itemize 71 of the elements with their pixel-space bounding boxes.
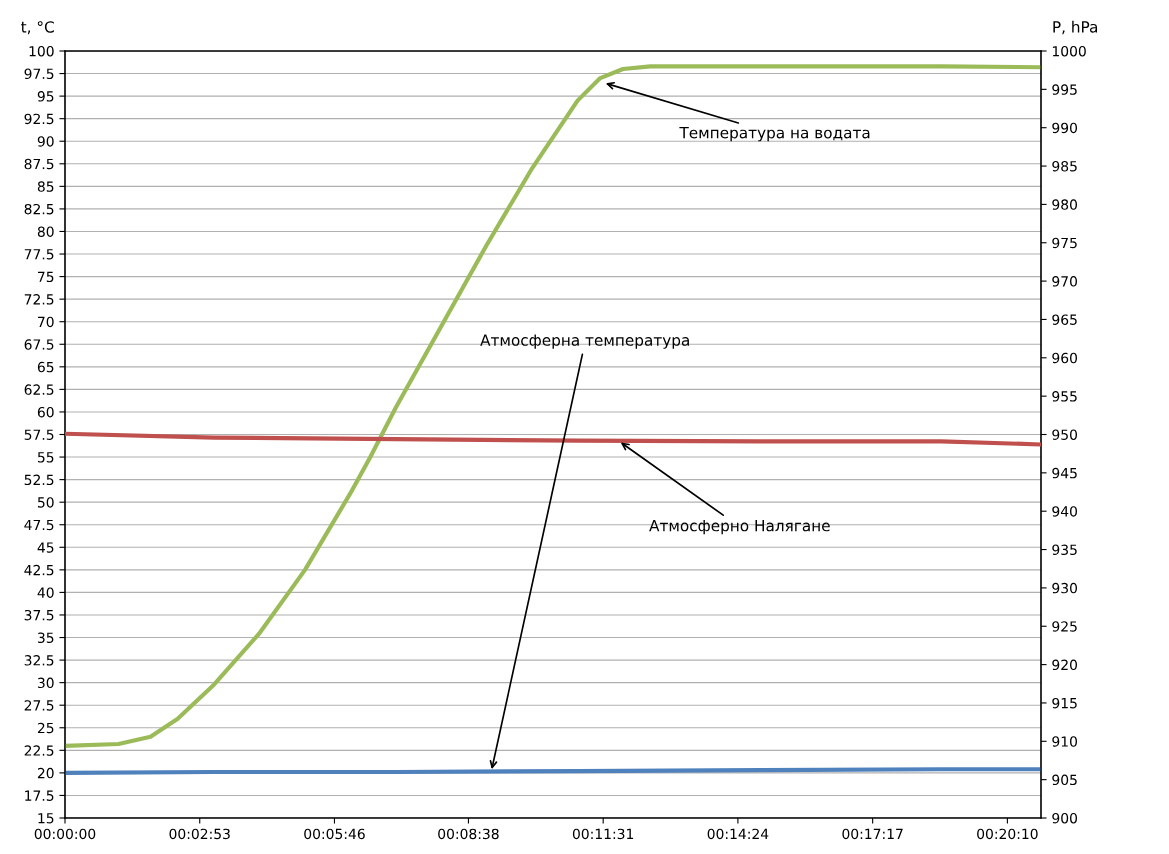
x-tick-label: 00:02:53 xyxy=(169,828,230,840)
y-tick-label: 92.5 xyxy=(24,113,54,125)
y-tick-label: 72.5 xyxy=(24,294,54,305)
x-tick-label: 00:00:00 xyxy=(34,828,96,840)
y2-tick-label: 990 xyxy=(1052,122,1077,134)
y2-tick-label: 945 xyxy=(1052,467,1077,479)
y2-tick-label: 930 xyxy=(1052,582,1077,594)
y2-tick-label: 975 xyxy=(1052,237,1077,249)
annotation: Температура на водата xyxy=(679,127,870,142)
y-tick-label: 35 xyxy=(37,632,54,643)
y-tick-label: 40 xyxy=(37,587,54,598)
annotation: Атмосферно Налягане xyxy=(649,520,830,535)
y-tick-label: 17.5 xyxy=(25,790,54,801)
y-tick-label: 62.5 xyxy=(24,384,54,395)
y2-tick-label: 1000 xyxy=(1052,45,1086,57)
y2-tick-label: 985 xyxy=(1052,161,1077,172)
y-tick-label: 90 xyxy=(37,136,54,147)
y-tick-label: 57.5 xyxy=(24,429,54,440)
y-axis-title: t, °C xyxy=(21,21,54,35)
y2-tick-label: 955 xyxy=(1052,391,1077,402)
y-tick-label: 55 xyxy=(37,452,54,463)
y2-tick-label: 965 xyxy=(1052,314,1077,325)
y-tick-label: 95 xyxy=(37,91,54,102)
y2-tick-label: 960 xyxy=(1052,352,1077,364)
y-tick-label: 52.5 xyxy=(24,474,54,486)
y-tick-label: 60 xyxy=(37,406,54,418)
annotation: Атмосферна температура xyxy=(480,334,689,349)
y-tick-label: 50 xyxy=(37,497,54,508)
y2-tick-label: 920 xyxy=(1052,659,1077,671)
y-tick-label: 87.5 xyxy=(24,158,54,170)
y2-tick-label: 940 xyxy=(1052,506,1077,517)
y2-tick-label: 905 xyxy=(1052,774,1077,786)
y-tick-label: 42.5 xyxy=(24,564,54,576)
y-tick-label: 70 xyxy=(38,316,54,328)
y-tick-label: 32.5 xyxy=(24,655,54,666)
y-tick-label: 82.5 xyxy=(24,203,54,215)
y-tick-label: 37.5 xyxy=(24,609,54,621)
y2-tick-label: 935 xyxy=(1052,544,1077,556)
y-tick-label: 97.5 xyxy=(24,68,54,80)
x-tick-label: 00:08:38 xyxy=(438,828,499,840)
y-tick-label: 25 xyxy=(37,722,54,734)
y-tick-label: 22.5 xyxy=(24,745,54,756)
x-tick-label: 00:17:17 xyxy=(842,828,903,840)
x-tick-label: 00:05:46 xyxy=(304,828,365,840)
y-tick-label: 67.5 xyxy=(24,339,54,350)
y-tick-label: 80 xyxy=(37,226,54,237)
y-tick-label: 100 xyxy=(29,45,54,57)
y2-tick-label: 900 xyxy=(1052,812,1077,824)
y2-axis-title: P, hPa xyxy=(1053,20,1098,35)
y-tick-label: 27.5 xyxy=(24,700,54,711)
y-tick-label: 77.5 xyxy=(24,249,54,260)
y2-tick-label: 970 xyxy=(1052,276,1077,287)
y2-tick-label: 980 xyxy=(1052,199,1077,210)
y2-tick-label: 910 xyxy=(1052,736,1077,747)
y2-tick-label: 950 xyxy=(1052,429,1077,440)
x-tick-label: 00:14:24 xyxy=(707,828,769,840)
y-tick-label: 65 xyxy=(37,361,54,373)
y-tick-label: 75 xyxy=(38,271,54,283)
y2-tick-label: 995 xyxy=(1052,84,1077,95)
y2-tick-label: 925 xyxy=(1052,621,1077,632)
line-series xyxy=(65,431,1041,447)
y-tick-label: 47.5 xyxy=(24,519,54,531)
y-tick-label: 30 xyxy=(37,677,54,689)
y-tick-label: 45 xyxy=(37,542,54,553)
y-tick-label: 15 xyxy=(38,813,54,824)
y2-tick-label: 915 xyxy=(1052,697,1077,709)
y-tick-label: 20 xyxy=(37,767,54,779)
y-tick-label: 85 xyxy=(37,181,54,192)
x-tick-label: 00:11:31 xyxy=(572,828,634,840)
line-series xyxy=(65,64,1041,748)
x-tick-label: 00:20:10 xyxy=(977,828,1038,840)
